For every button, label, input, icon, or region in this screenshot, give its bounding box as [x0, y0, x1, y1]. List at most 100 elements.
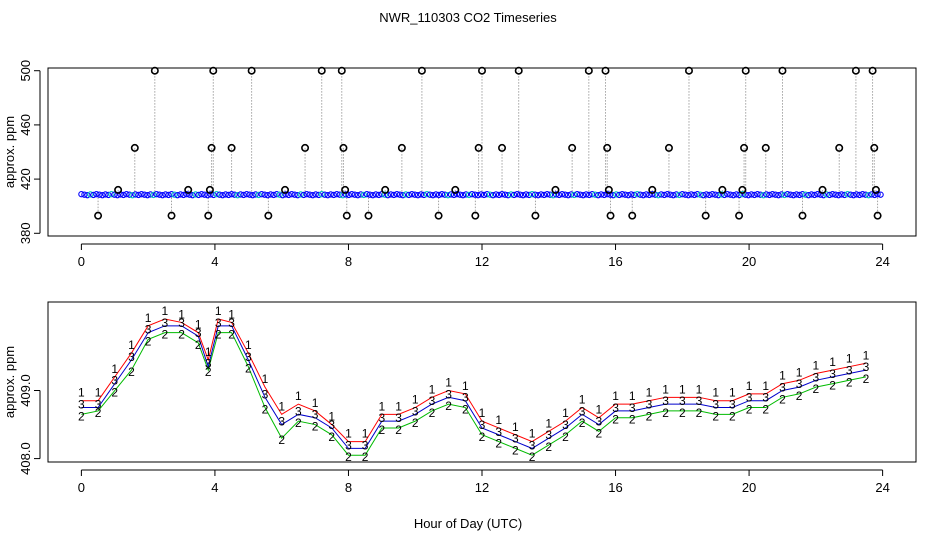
baseline-point — [360, 191, 367, 199]
baseline-point — [192, 191, 199, 198]
baseline-point — [195, 191, 202, 199]
outlier-point — [684, 66, 693, 75]
series-2-point: 2 — [445, 399, 452, 413]
baseline-point — [604, 191, 611, 198]
series-1-point: 1 — [345, 427, 352, 441]
baseline-point — [586, 191, 593, 199]
series-3-point: 3 — [729, 398, 736, 412]
series-3-point: 3 — [863, 360, 870, 374]
baseline-point — [297, 191, 304, 198]
baseline-point — [613, 191, 620, 198]
outlier-point — [551, 185, 560, 194]
baseline-point — [315, 191, 322, 199]
baseline-point — [637, 191, 644, 198]
baseline-point — [282, 191, 289, 198]
baseline-point — [766, 191, 773, 199]
series-3-point: 3 — [696, 394, 703, 408]
baseline-point — [589, 191, 596, 198]
baseline-point — [369, 192, 376, 199]
baseline-point — [480, 191, 488, 199]
baseline-point — [799, 191, 806, 198]
series-3-point: 3 — [662, 394, 669, 408]
baseline-point — [144, 192, 151, 199]
series-1-point: 1 — [846, 352, 853, 366]
series-1-point: 1 — [462, 379, 469, 393]
baseline-point — [555, 191, 563, 199]
outlier-point — [209, 66, 218, 75]
baseline-point — [216, 191, 223, 198]
baseline-point — [123, 191, 130, 198]
baseline-point — [718, 191, 725, 198]
baseline-point — [676, 191, 683, 199]
baseline-point — [610, 192, 617, 199]
series-3-point: 3 — [278, 415, 285, 429]
series-2-point: 2 — [662, 406, 669, 420]
baseline-point — [414, 192, 422, 199]
series-3-point: 3 — [412, 404, 419, 418]
baseline-point — [688, 191, 695, 198]
series-1-point: 1 — [215, 304, 222, 318]
outlier-point — [381, 185, 390, 194]
baseline-point — [120, 191, 127, 199]
baseline-point — [402, 191, 410, 198]
series-2-point: 2 — [696, 406, 703, 420]
baseline-point — [99, 192, 106, 199]
baseline-point — [622, 191, 629, 198]
baseline-point — [727, 191, 734, 198]
baseline-point — [312, 191, 319, 198]
baseline-point — [348, 191, 355, 198]
baseline-point — [537, 191, 545, 198]
series-2-point: 2 — [545, 440, 552, 454]
series-3-point: 3 — [78, 398, 85, 412]
baseline-point — [694, 191, 701, 198]
baseline-point — [787, 191, 794, 198]
baseline-point — [333, 191, 340, 198]
baseline-point — [580, 192, 587, 199]
baseline-point — [411, 191, 419, 198]
series-2-point: 2 — [629, 413, 636, 427]
series-3-point: 3 — [178, 316, 185, 330]
series-3-point: 3 — [295, 404, 302, 418]
series-2-point: 2 — [646, 409, 653, 423]
baseline-point — [516, 191, 524, 198]
series-2-point: 2 — [95, 406, 102, 420]
baseline-point — [784, 191, 791, 198]
baseline-point — [456, 191, 464, 198]
baseline-point — [616, 191, 623, 199]
outlier-point — [130, 143, 139, 152]
series-2-point: 2 — [796, 389, 803, 403]
series-3-point: 3 — [796, 377, 803, 391]
series-2-point: 2 — [746, 403, 753, 417]
baseline-point — [522, 191, 530, 198]
series-3-point: 3 — [529, 438, 536, 452]
baseline-point — [471, 191, 479, 198]
baseline-point — [877, 191, 884, 198]
baseline-point — [267, 191, 274, 198]
outlier-point — [477, 66, 486, 75]
series-2-point: 2 — [579, 416, 586, 430]
series-2-point: 2 — [215, 328, 222, 342]
baseline-point — [862, 191, 869, 198]
baseline-point — [658, 191, 665, 198]
baseline-point — [592, 191, 599, 198]
series-3-point: 3 — [596, 415, 603, 429]
baseline-point — [303, 191, 310, 198]
baseline-point — [432, 191, 440, 198]
x-tick-label: 4 — [211, 254, 218, 269]
baseline-point — [207, 191, 214, 198]
baseline-point — [679, 191, 686, 198]
baseline-point — [486, 191, 494, 198]
baseline-point — [228, 191, 235, 198]
outlier-point — [628, 211, 637, 220]
baseline-point — [156, 191, 163, 198]
outlier-point — [701, 211, 710, 220]
x-tick-label: 0 — [78, 254, 85, 269]
series-1-point: 1 — [228, 307, 235, 321]
baseline-point — [760, 192, 767, 199]
series-1-point: 1 — [128, 338, 135, 352]
y-tick-label: 380 — [18, 222, 33, 244]
series-1-point: 1 — [829, 355, 836, 369]
series-1-point: 1 — [796, 365, 803, 379]
